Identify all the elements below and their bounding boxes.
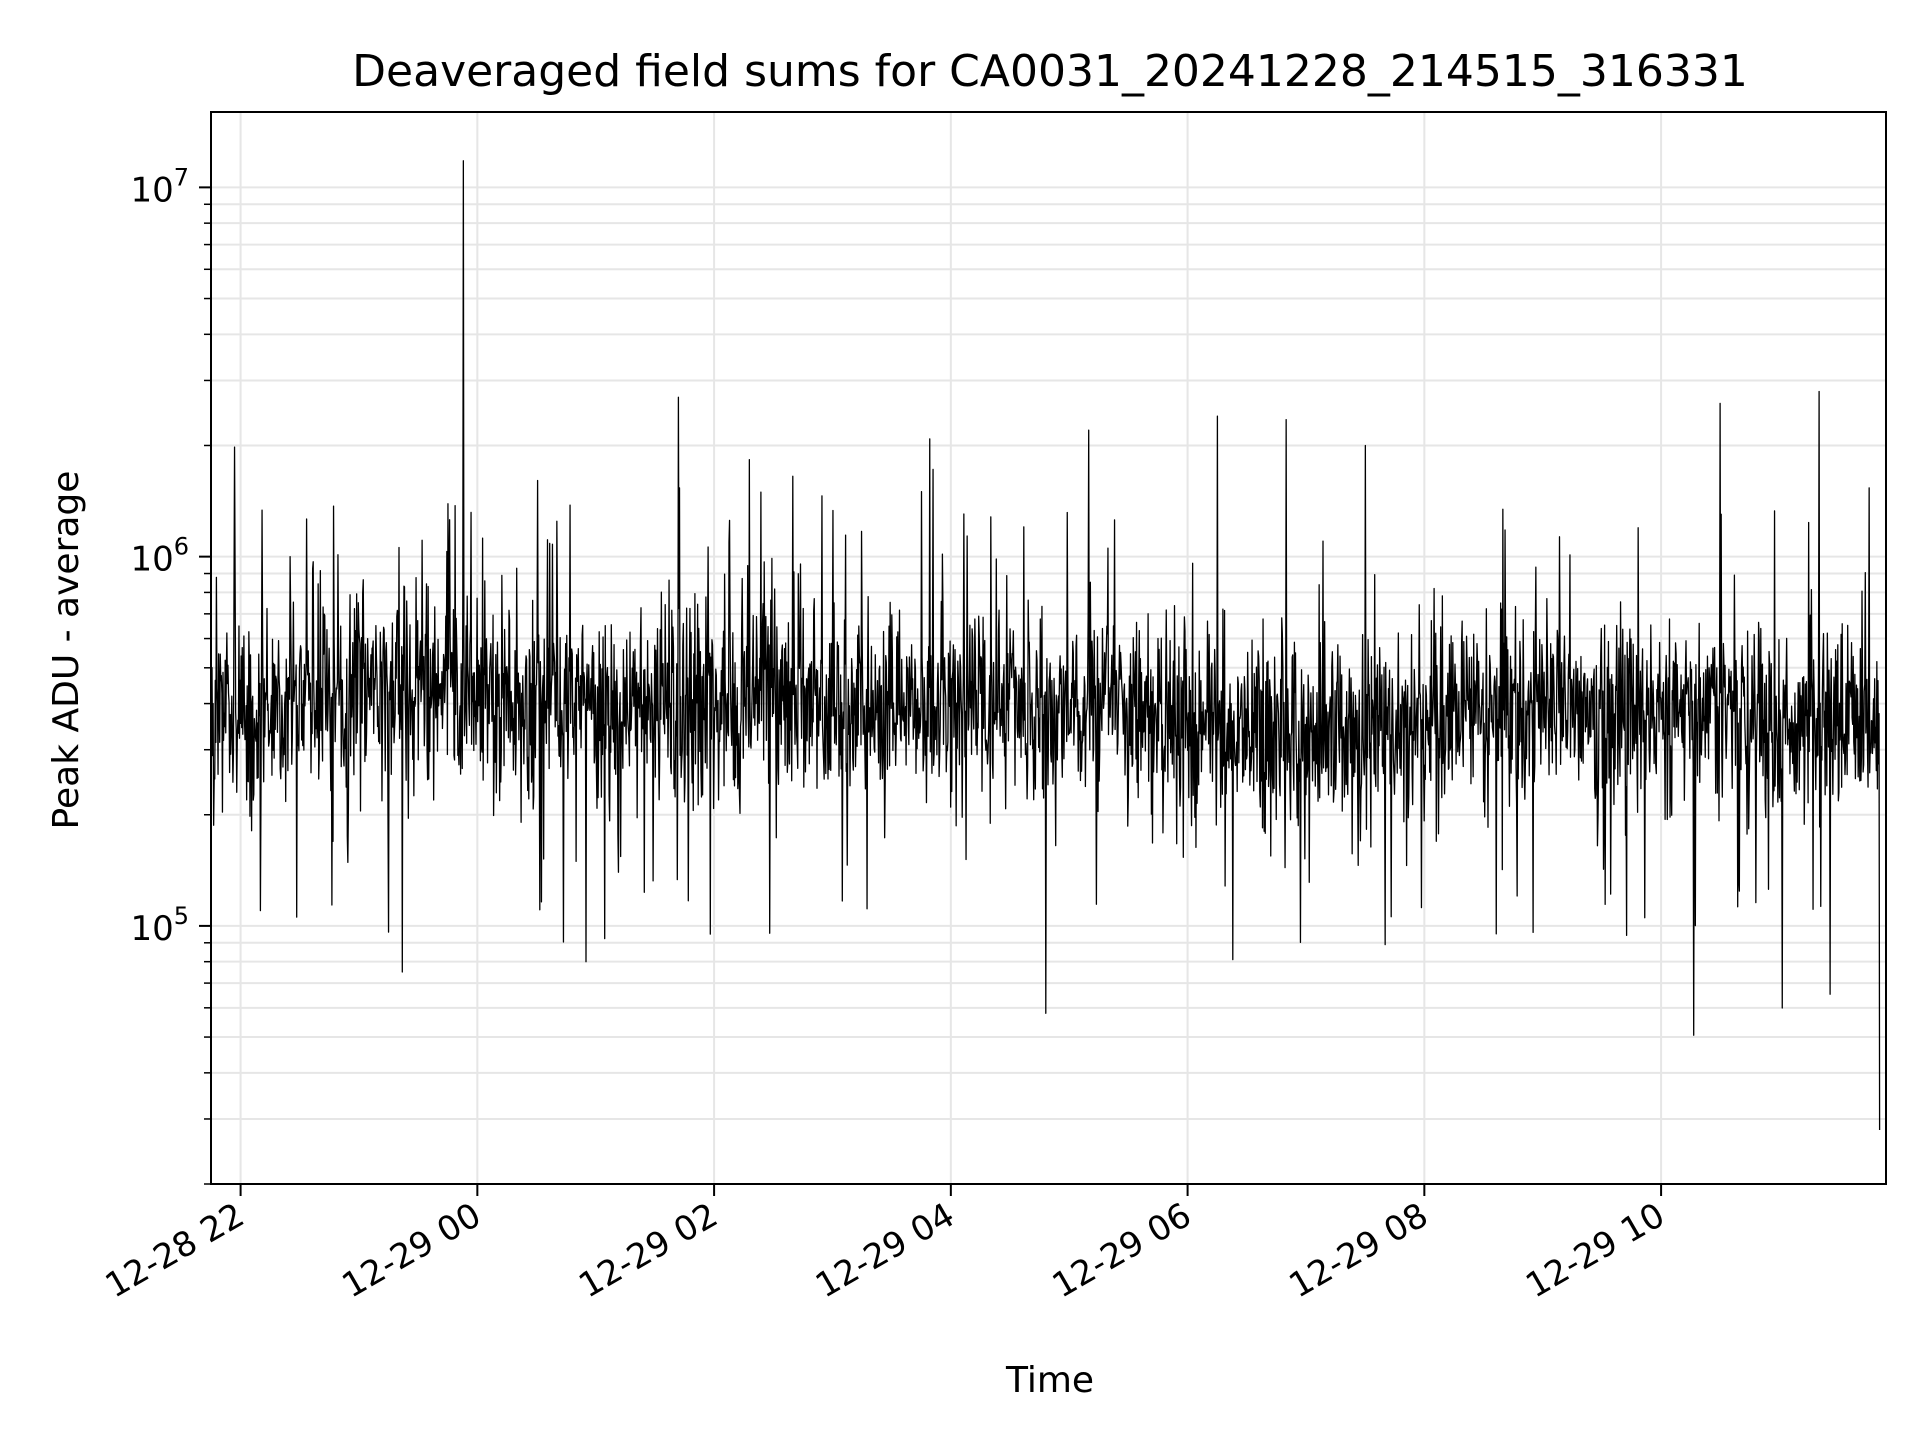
- chart-title: Deaveraged field sums for CA0031_2024122…: [352, 46, 1748, 97]
- y-axis-label: Peak ADU - average: [46, 471, 87, 830]
- data-series: [211, 160, 1881, 1131]
- data-series-line: [211, 160, 1881, 1131]
- plot-area-frame: [210, 111, 1887, 1185]
- y-tick-label: 107: [130, 163, 189, 210]
- y-tick-label: 106: [130, 533, 189, 580]
- y-axis-ticks: 105 106 107: [130, 163, 211, 1185]
- y-tick-label: 105: [130, 902, 189, 949]
- x-axis-label: Time: [1005, 1360, 1094, 1401]
